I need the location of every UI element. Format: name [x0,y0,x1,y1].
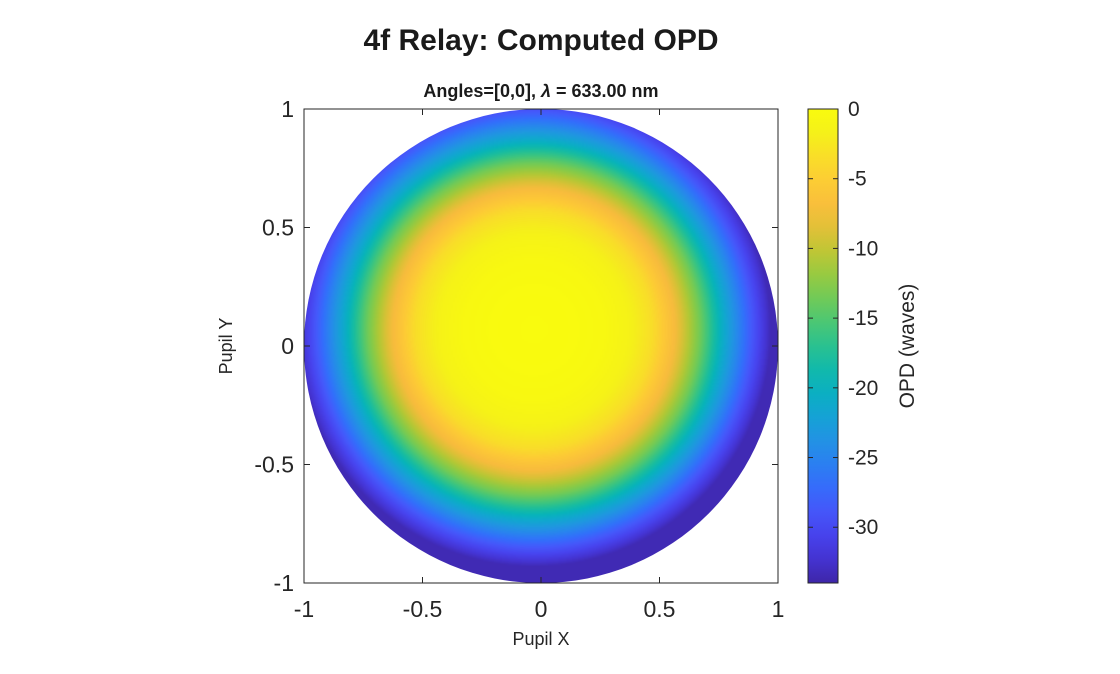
colorbar [807,108,839,584]
x-axis-label: Pupil X [512,629,569,649]
x-tick-label: -1 [294,596,314,622]
chart-title-suffix: = 633.00 nm [551,81,659,101]
y-axis-label: Pupil Y [216,318,236,375]
y-tick-label: 0.5 [262,215,294,241]
colorbar-tick-label: -10 [848,237,878,260]
colorbar-tick-label: 0 [848,98,860,121]
figure-title: 4f Relay: Computed OPD [363,24,718,57]
x-tick-label: 0 [535,596,548,622]
y-tick-label: 1 [281,96,294,122]
colorbar-ticks: 0 -5 -10 -15 -20 -25 -30 [808,98,878,539]
colorbar-tick-label: -20 [848,377,878,400]
x-tick-label: 1 [772,596,785,622]
colorbar-tick-label: -30 [848,516,878,539]
y-tick-label: -0.5 [254,452,294,478]
x-axis-ticks: -1 -0.5 0 0.5 1 [294,109,785,622]
colorbar-label: OPD (waves) [896,284,919,409]
y-tick-label: -1 [274,570,294,596]
y-axis-ticks: -1 -0.5 0 0.5 1 [254,96,778,596]
colorbar-tick-label: -5 [848,168,867,191]
chart-title: Angles=[0,0], λ = 633.00 nm [423,81,658,101]
lambda-symbol: λ [540,81,551,101]
opd-surface-image [304,109,778,583]
opd-heatmap [304,109,778,583]
x-tick-label: 0.5 [644,596,676,622]
y-tick-label: 0 [281,333,294,359]
x-tick-label: -0.5 [403,596,443,622]
colorbar-tick-label: -15 [848,307,878,330]
colorbar-tick-label: -25 [848,447,878,470]
chart-title-prefix: Angles=[0,0], [423,81,541,101]
